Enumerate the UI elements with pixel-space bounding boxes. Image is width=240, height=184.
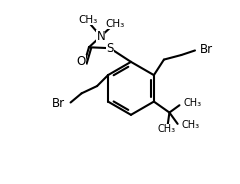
Text: CH₃: CH₃ — [105, 19, 124, 29]
Text: CH₃: CH₃ — [158, 124, 176, 134]
Text: CH₃: CH₃ — [78, 15, 98, 25]
Text: S: S — [106, 42, 114, 55]
Text: CH₃: CH₃ — [183, 98, 202, 108]
Text: Br: Br — [52, 97, 66, 110]
Text: CH₃: CH₃ — [182, 120, 200, 130]
Text: N: N — [96, 30, 105, 43]
Text: Br: Br — [200, 43, 213, 56]
Text: O: O — [77, 55, 86, 68]
